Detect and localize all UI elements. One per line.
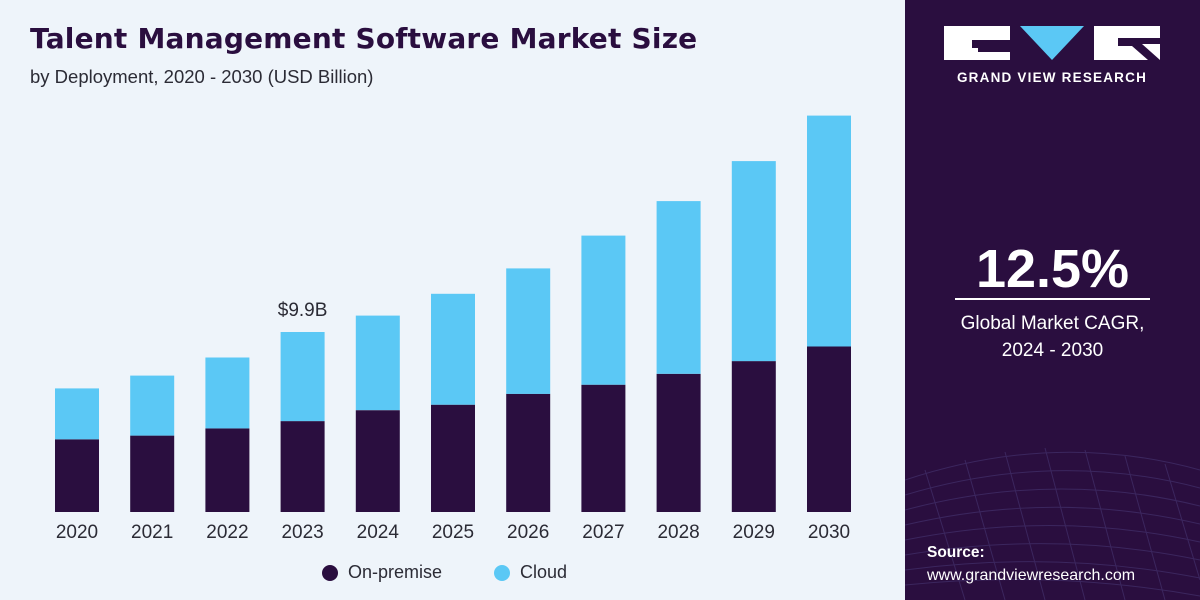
bar-cloud-2028 [656,201,701,374]
legend-label-on-premise: On-premise [348,562,443,582]
chart-title: Talent Management Software Market Size [30,22,698,55]
bar-on-premise-2024 [355,410,400,512]
bar-on-premise-2025 [431,404,475,512]
bar-cloud-2021 [130,375,175,436]
stacked-bar-chart: 2020 2021 2022 2023 2024 2025 2026 2027 2028 2029… [55,115,851,543]
info-panel: GRAND VIEW RESEARCH 12.5% Global Market … [905,0,1200,600]
bar-cloud-2024 [355,315,400,411]
cagr-divider [955,298,1150,300]
bar-on-premise-2029 [731,361,776,512]
legend-swatch-on-premise [322,564,338,581]
cagr-label-line1: Global Market CAGR, [960,313,1145,334]
bar-cloud-2022 [205,357,250,429]
cagr-label: Global Market CAGR, 2024 - 2030 [905,310,1200,364]
gvr-logo-icon: GRAND VIEW RESEARCH [942,24,1162,90]
x-tick-label-2028: 2028 [657,522,699,543]
bar-cloud-2027 [581,235,626,385]
decorative-mesh-background [905,447,1200,600]
source-link[interactable]: www.grandviewresearch.com [927,567,1136,584]
cagr-label-line2: 2024 - 2030 [1001,340,1104,361]
data-label-2023: $9.9B [278,300,328,321]
legend-item-on-premise: On-premise [322,562,442,583]
brand-name: GRAND VIEW RESEARCH [956,70,1148,85]
legend-label-cloud: Cloud [520,562,568,582]
bar-on-premise-2028 [656,373,701,512]
bar-on-premise-2020 [55,439,99,512]
bar-cloud-2023 [280,332,325,422]
legend-swatch-cloud [494,564,510,581]
bar-cloud-2026 [506,268,551,394]
x-tick-label-2027: 2027 [582,522,624,543]
chart-panel: Talent Management Software Market Size b… [0,0,905,600]
bar-on-premise-2030 [807,346,851,512]
bar-cloud-2020 [55,388,99,440]
x-tick-label-2021: 2021 [131,522,173,543]
x-tick-label-2030: 2030 [808,522,850,543]
x-tick-label-2029: 2029 [733,522,775,543]
x-tick-label-2024: 2024 [357,522,400,543]
x-tick-label-2026: 2026 [507,522,549,543]
x-tick-label-2020: 2020 [56,522,98,543]
source-label: Source: [927,544,985,561]
bar-on-premise-2027 [581,384,626,512]
x-tick-label-2022: 2022 [206,522,248,543]
chart-legend: On-premise Cloud [0,562,905,588]
bar-on-premise-2026 [506,393,551,512]
cagr-value: 12.5% [975,239,1130,299]
bar-cloud-2029 [731,161,776,362]
x-tick-label-2023: 2023 [281,522,323,543]
bar-cloud-2030 [807,115,851,347]
gvr-logo-mark [944,26,1160,60]
bar-on-premise-2021 [130,435,175,512]
legend-item-cloud: Cloud [494,562,567,583]
bar-on-premise-2022 [205,428,250,512]
x-tick-label-2025: 2025 [432,522,474,543]
bar-on-premise-2023 [280,421,325,512]
bar-cloud-2025 [431,293,475,405]
chart-subtitle: by Deployment, 2020 - 2030 (USD Billion) [30,66,374,87]
